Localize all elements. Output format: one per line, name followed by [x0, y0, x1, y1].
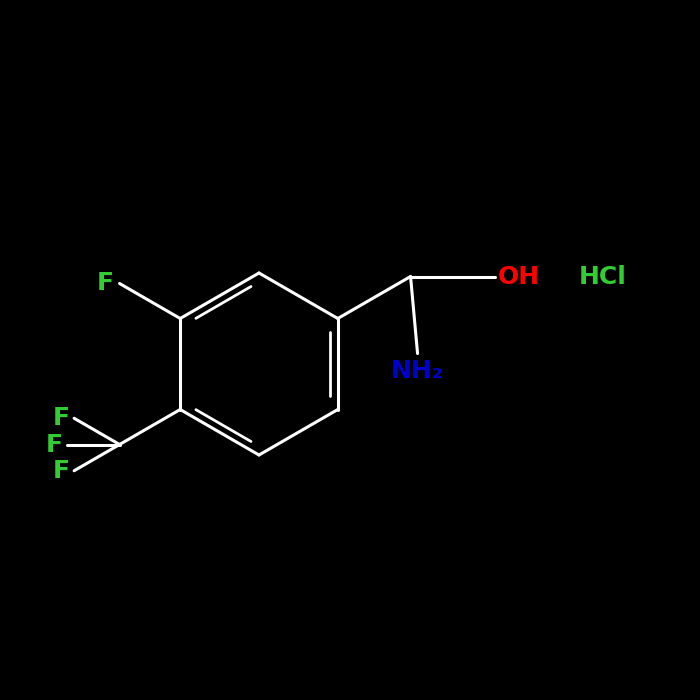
Text: HCl: HCl: [579, 265, 627, 288]
Text: NH₂: NH₂: [391, 359, 444, 383]
Text: OH: OH: [498, 265, 540, 288]
Text: F: F: [46, 433, 63, 456]
Text: F: F: [53, 458, 70, 483]
Text: F: F: [97, 272, 114, 295]
Text: F: F: [53, 406, 70, 430]
